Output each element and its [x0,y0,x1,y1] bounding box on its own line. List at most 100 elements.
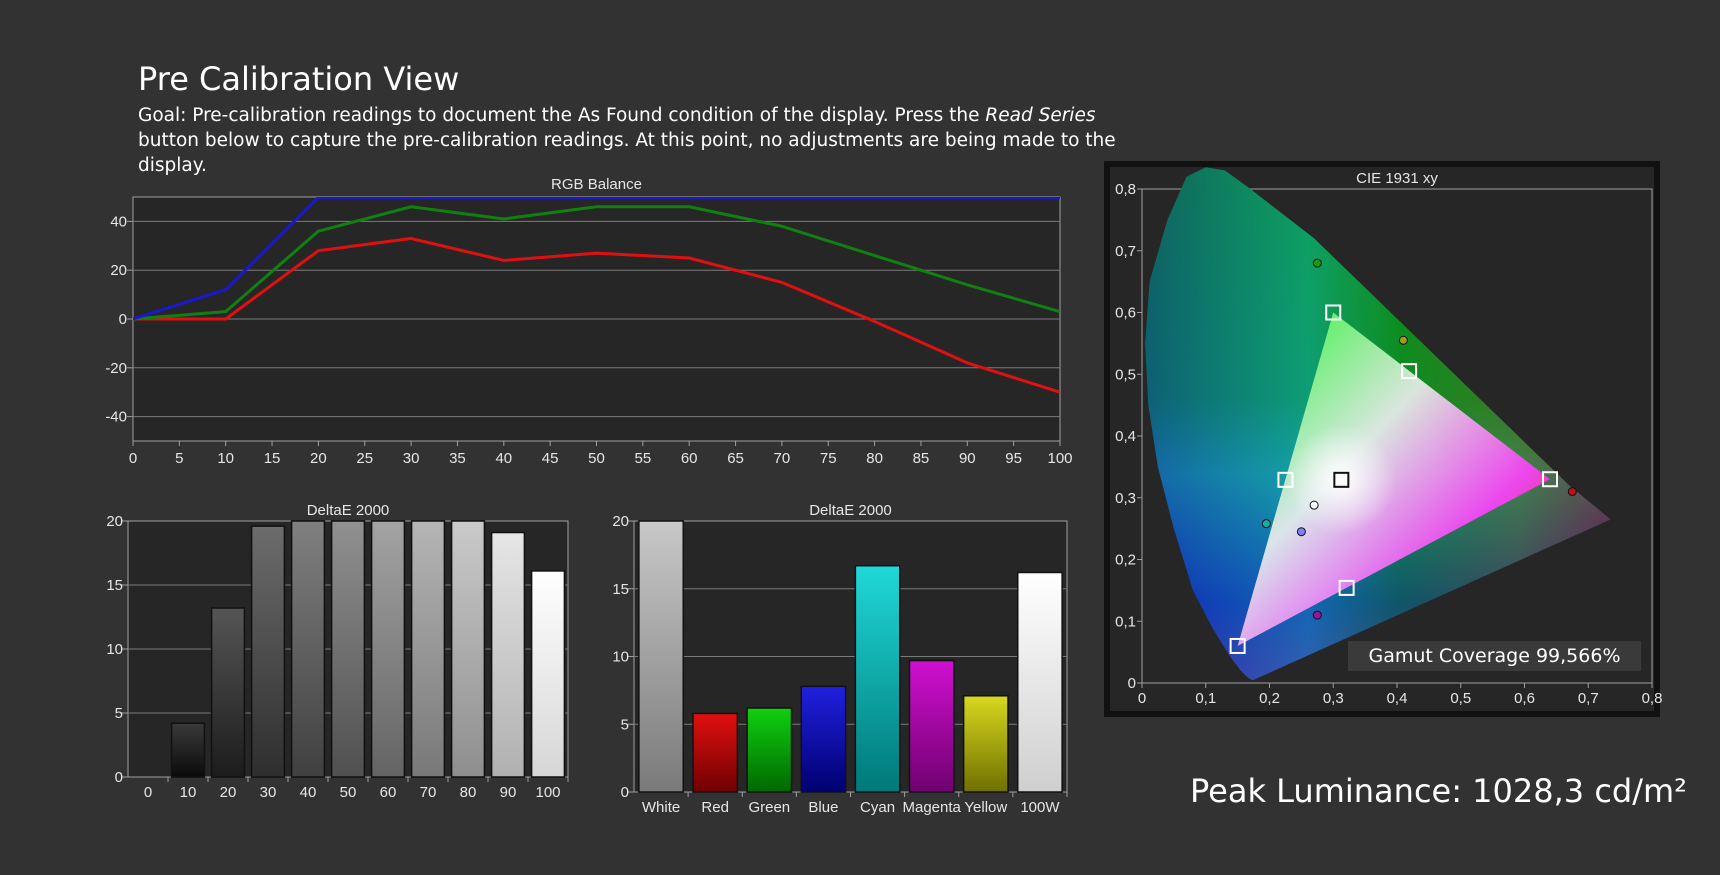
color-bar-4 [854,564,901,793]
color-chart-title: DeltaE 2000 [809,502,892,519]
rgb-ytick-label: 40 [110,213,127,230]
rgb-xtick-label: 85 [913,450,930,467]
rgb-xtick-label: 100 [1047,450,1072,467]
color-ytick-label: 20 [612,513,629,530]
rgb-series-line-1 [133,205,1060,321]
rgb-xtick-label: 95 [1005,450,1022,467]
cie-measured-4 [1312,610,1322,620]
color-xtick-label: White [642,799,680,816]
rgb-xtick-label: 25 [356,450,373,467]
cie-ytick-label: 0 [1128,675,1136,692]
goal-description: Goal: Pre-calibration readings to docume… [138,103,1158,178]
cie-ytick-label: 0,3 [1115,490,1136,507]
cie-xtick-label: 0,8 [1642,690,1663,707]
color-bar-2 [746,707,793,793]
rgb-xtick-label: 30 [403,450,420,467]
cie-target-3 [1277,471,1294,488]
cie-xtick-label: 0,4 [1387,690,1408,707]
rgb-ytick-label: -20 [105,360,127,377]
cie-target-4 [1338,579,1355,596]
cie-target-6 [1333,471,1350,488]
cie-xtick-label: 0 [1138,690,1146,707]
rgb-xtick-label: 20 [310,450,327,467]
grey-ytick-label: 20 [106,513,123,530]
grey-bar-6 [370,520,406,778]
grey-xtick-label: 40 [300,784,317,801]
grey-xtick-label: 100 [535,784,560,801]
cie-target-0 [1542,471,1558,488]
rgb-xtick-label: 35 [449,450,466,467]
rgb-xtick-label: 60 [681,450,698,467]
grey-bar-10 [530,570,566,778]
rgb-ytick-label: 0 [119,311,127,328]
cie-ytick-label: 0,4 [1115,428,1136,445]
rgb-xtick-label: 45 [542,450,559,467]
rgb-chart-title: RGB Balance [551,176,642,193]
rgb-xtick-label: 75 [820,450,837,467]
rgb-xtick-label: 5 [175,450,183,467]
cie-xtick-label: 0,5 [1450,690,1471,707]
cie-target-1 [1325,304,1342,321]
rgb-xtick-label: 65 [727,450,744,467]
cie-white-point-glow [1286,424,1397,535]
color-bar-0 [638,520,685,793]
grey-bar-2 [210,607,246,778]
color-xtick-label: Red [701,799,729,816]
color-ytick-label: 10 [612,649,629,666]
grey-ytick-label: 5 [115,705,123,722]
cie-xtick-label: 0,6 [1514,690,1535,707]
grey-ytick-label: 15 [106,577,123,594]
cie-ytick-label: 0,2 [1115,552,1136,569]
rgb-xtick-label: 10 [217,450,234,467]
grey-bar-3 [250,525,286,778]
rgb-ytick-label: -40 [105,409,127,426]
grey-xtick-label: 70 [420,784,437,801]
rgb-xtick-label: 0 [129,450,137,467]
color-xtick-label: Magenta [903,799,962,816]
cie-chart-title: CIE 1931 xy [1356,170,1438,187]
goal-text-prefix: Goal: Pre-calibration readings to docume… [138,105,986,126]
cie-xtick-label: 0,1 [1195,690,1216,707]
grey-xtick-label: 0 [144,784,152,801]
grey-xtick-label: 50 [340,784,357,801]
peak-luminance: Peak Luminance: 1028,3 cd/m² [1190,772,1687,810]
rgb-xtick-label: 15 [264,450,281,467]
cie-ytick-label: 0,7 [1115,243,1136,260]
grey-bar-8 [450,520,486,778]
rgb-xtick-label: 55 [635,450,652,467]
color-ytick-label: 0 [621,784,629,801]
cie-target-5 [1401,363,1418,380]
cie-target-2 [1229,637,1246,654]
cie-ytick-label: 0,1 [1115,613,1136,630]
rgb-xtick-label: 80 [866,450,883,467]
cie-ytick-label: 0,8 [1115,181,1136,198]
grey-xtick-label: 90 [500,784,517,801]
color-bar-7 [1016,571,1063,793]
grey-ytick-label: 0 [115,769,123,786]
rgb-series-line-2 [133,197,1060,321]
cie-xtick-label: 0,2 [1259,690,1280,707]
color-bar-6 [962,695,1009,793]
grey-bar-1 [170,722,206,778]
cie-measured-6 [1296,527,1306,537]
rgb-series-line-0 [133,236,1060,394]
grey-xtick-label: 60 [380,784,397,801]
cie-measured-3 [1261,519,1271,529]
grey-bar-5 [330,520,366,778]
page-title: Pre Calibration View [138,60,460,98]
color-ytick-label: 15 [612,581,629,598]
color-bar-3 [800,685,847,793]
grey-xtick-label: 30 [260,784,277,801]
goal-text-suffix: button below to capture the pre-calibrat… [138,130,1116,176]
grey-xtick-label: 20 [220,784,237,801]
cie-measured-1 [1312,258,1322,268]
rgb-xtick-label: 50 [588,450,605,467]
grey-bar-9 [490,531,526,778]
cie-xtick-label: 0,7 [1578,690,1599,707]
cie-measured-5 [1309,500,1319,510]
color-xtick-label: Blue [808,799,838,816]
rgb-ytick-label: 20 [110,262,127,279]
color-xtick-label: Cyan [860,799,895,816]
rgb-xtick-label: 70 [774,450,791,467]
